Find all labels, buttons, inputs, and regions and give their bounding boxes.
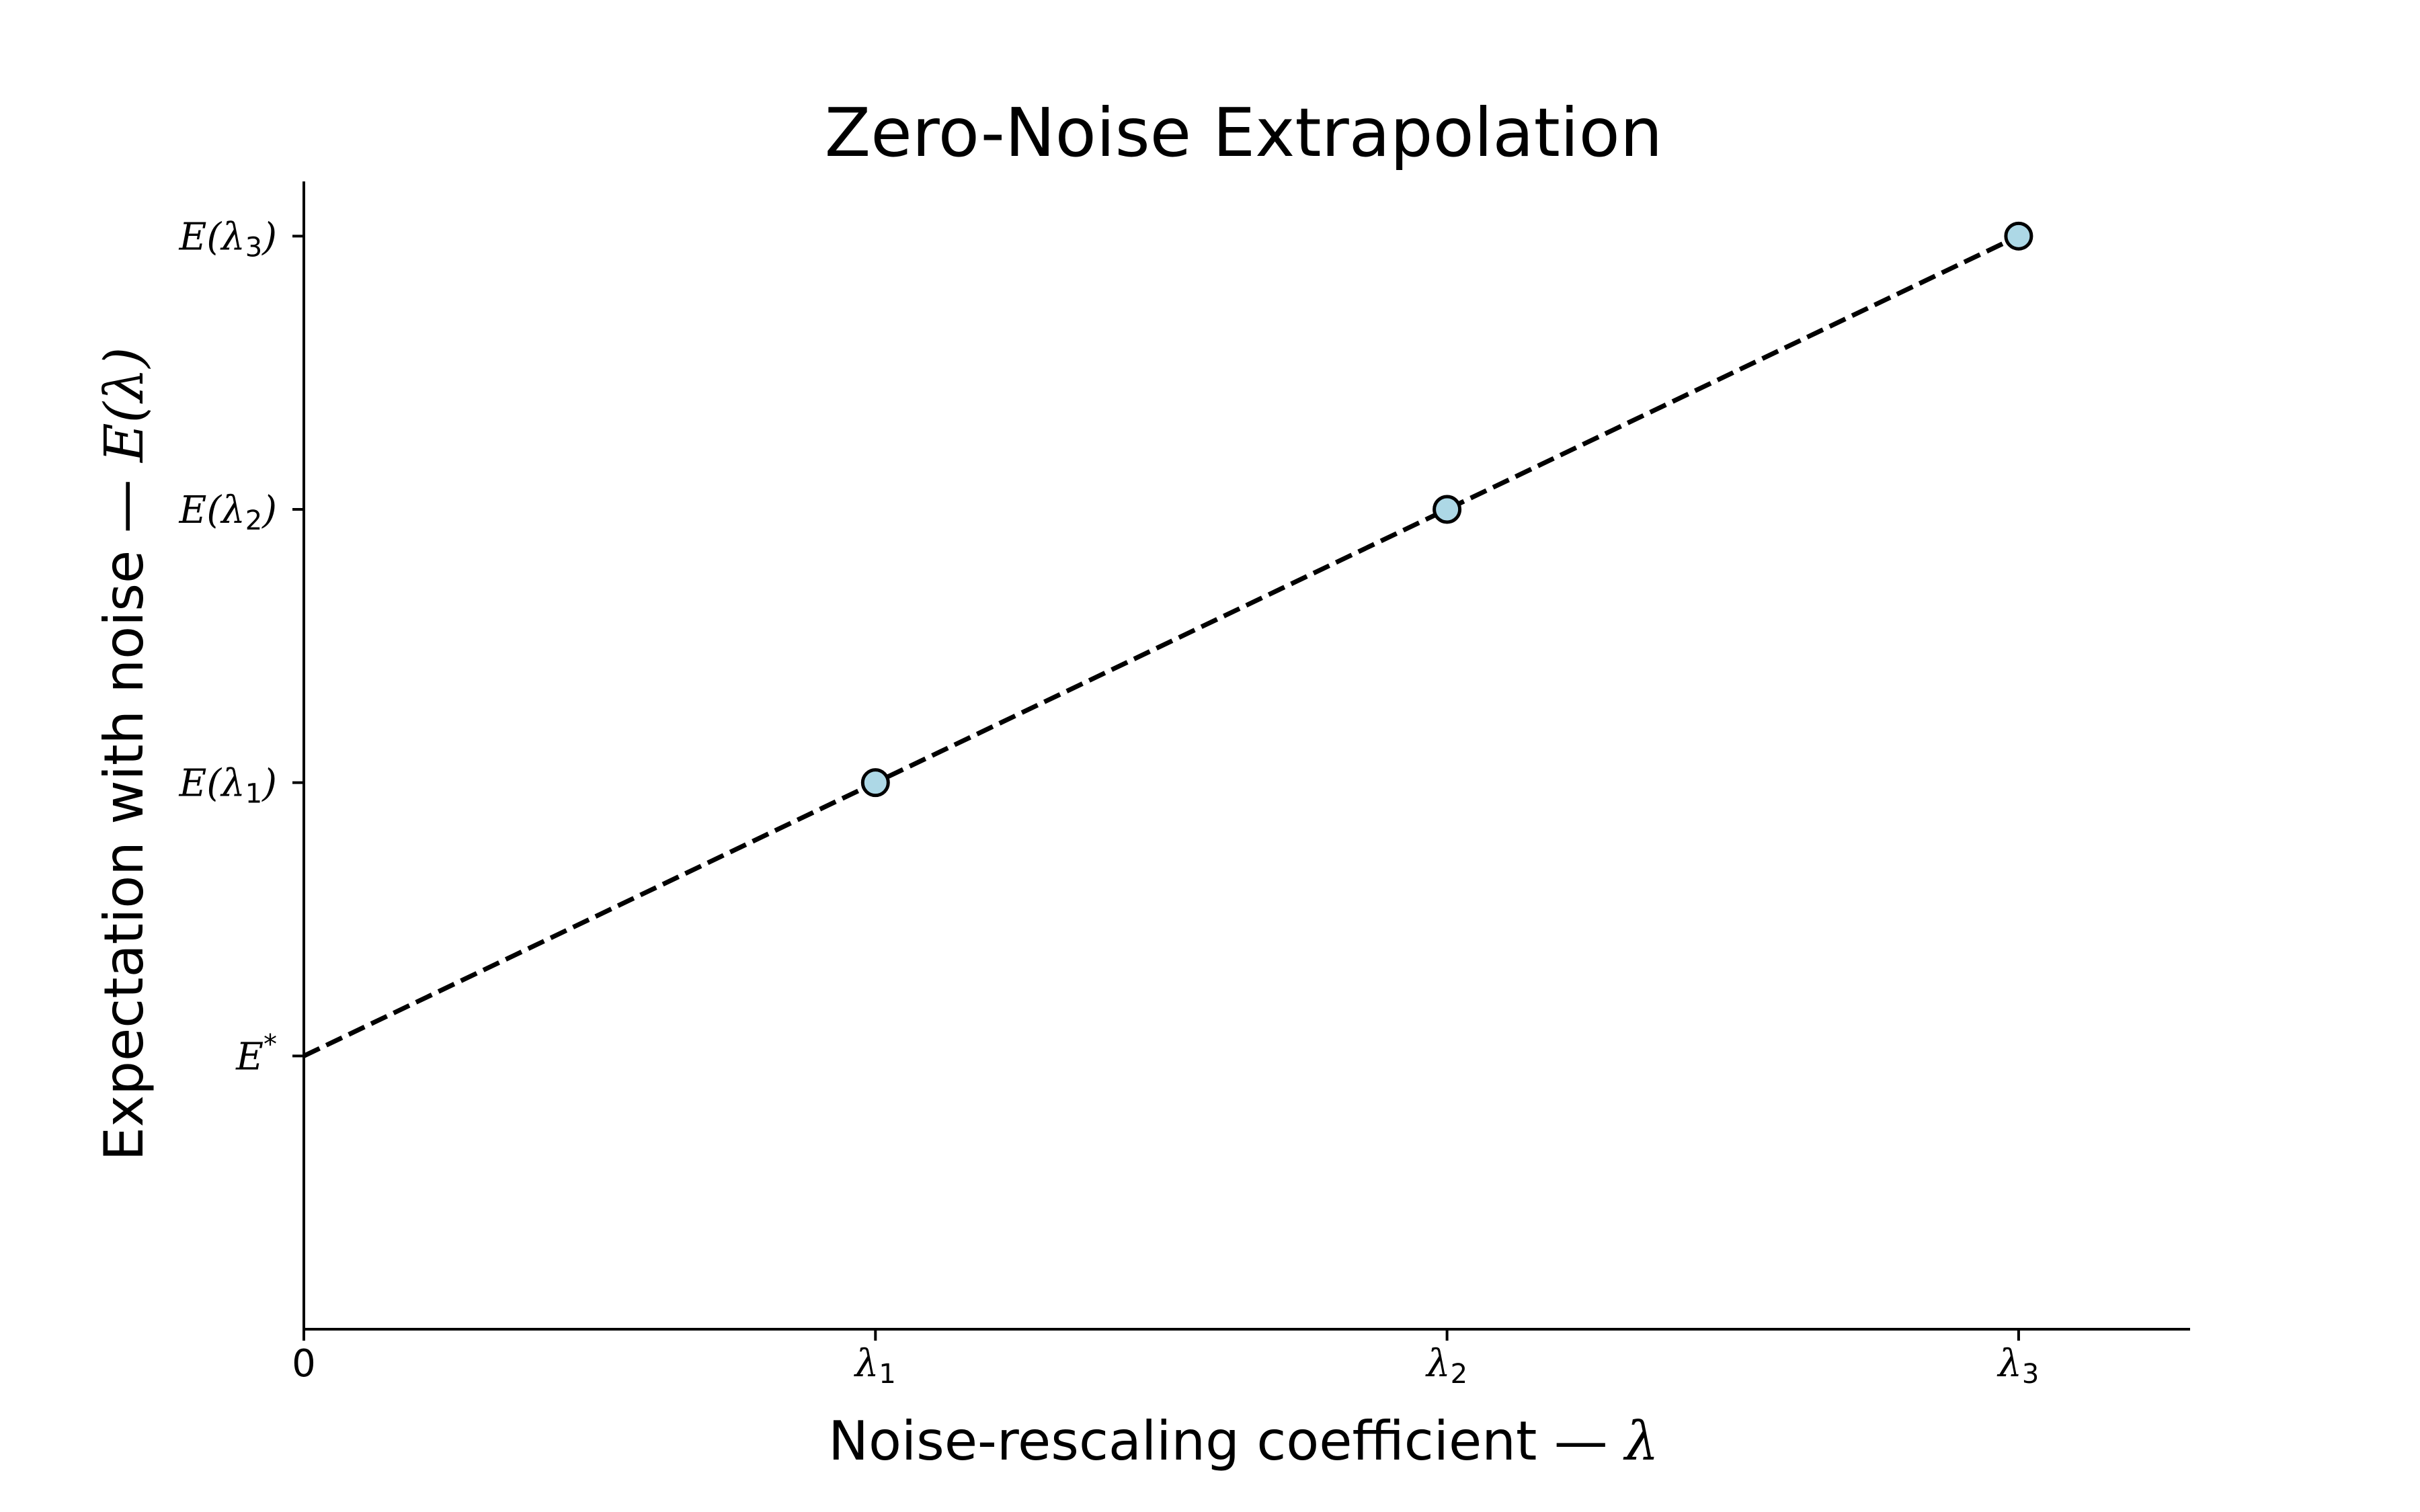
x-tick-label-0: 0 (292, 1342, 316, 1386)
y-tick-label-2: E(λ2) (178, 489, 277, 536)
y-tick-label-0: E* (235, 1029, 277, 1079)
chart-title: Zero-Noise Extrapolation (825, 93, 1662, 172)
x-tick-label-2: λ2 (1425, 1342, 1467, 1390)
y-tick-label-1: E(λ1) (178, 762, 277, 810)
data-points-layer (860, 221, 2033, 798)
x-tick-label-3: λ3 (1997, 1342, 2039, 1390)
x-axis-title: Noise-rescaling coefficient — λ (828, 1410, 1659, 1472)
y-tick-label-3: E(λ3) (178, 215, 277, 263)
y-ticks-layer: E* E(λ1) E(λ2) E(λ3) (178, 215, 304, 1079)
y-axis-title-text: Expectation with noise — (93, 462, 155, 1161)
x-tick-label-1: λ1 (854, 1342, 896, 1390)
x-axis-title-text: Noise-rescaling coefficient — (828, 1410, 1625, 1472)
data-point-2 (1433, 495, 1462, 524)
data-point-3 (2004, 221, 2033, 251)
y-axis-title-symbol: E(λ) (93, 347, 155, 464)
fit-line (302, 234, 2020, 1058)
axes-layer (302, 181, 2190, 1331)
x-axis-title-symbol: λ (1623, 1410, 1659, 1472)
x-ticks-layer: 0 λ1 λ2 λ3 (292, 1329, 2039, 1390)
y-axis-title: Expectation with noise — E(λ) (93, 347, 155, 1161)
data-point-1 (860, 768, 890, 798)
fit-line-layer (302, 234, 2020, 1058)
